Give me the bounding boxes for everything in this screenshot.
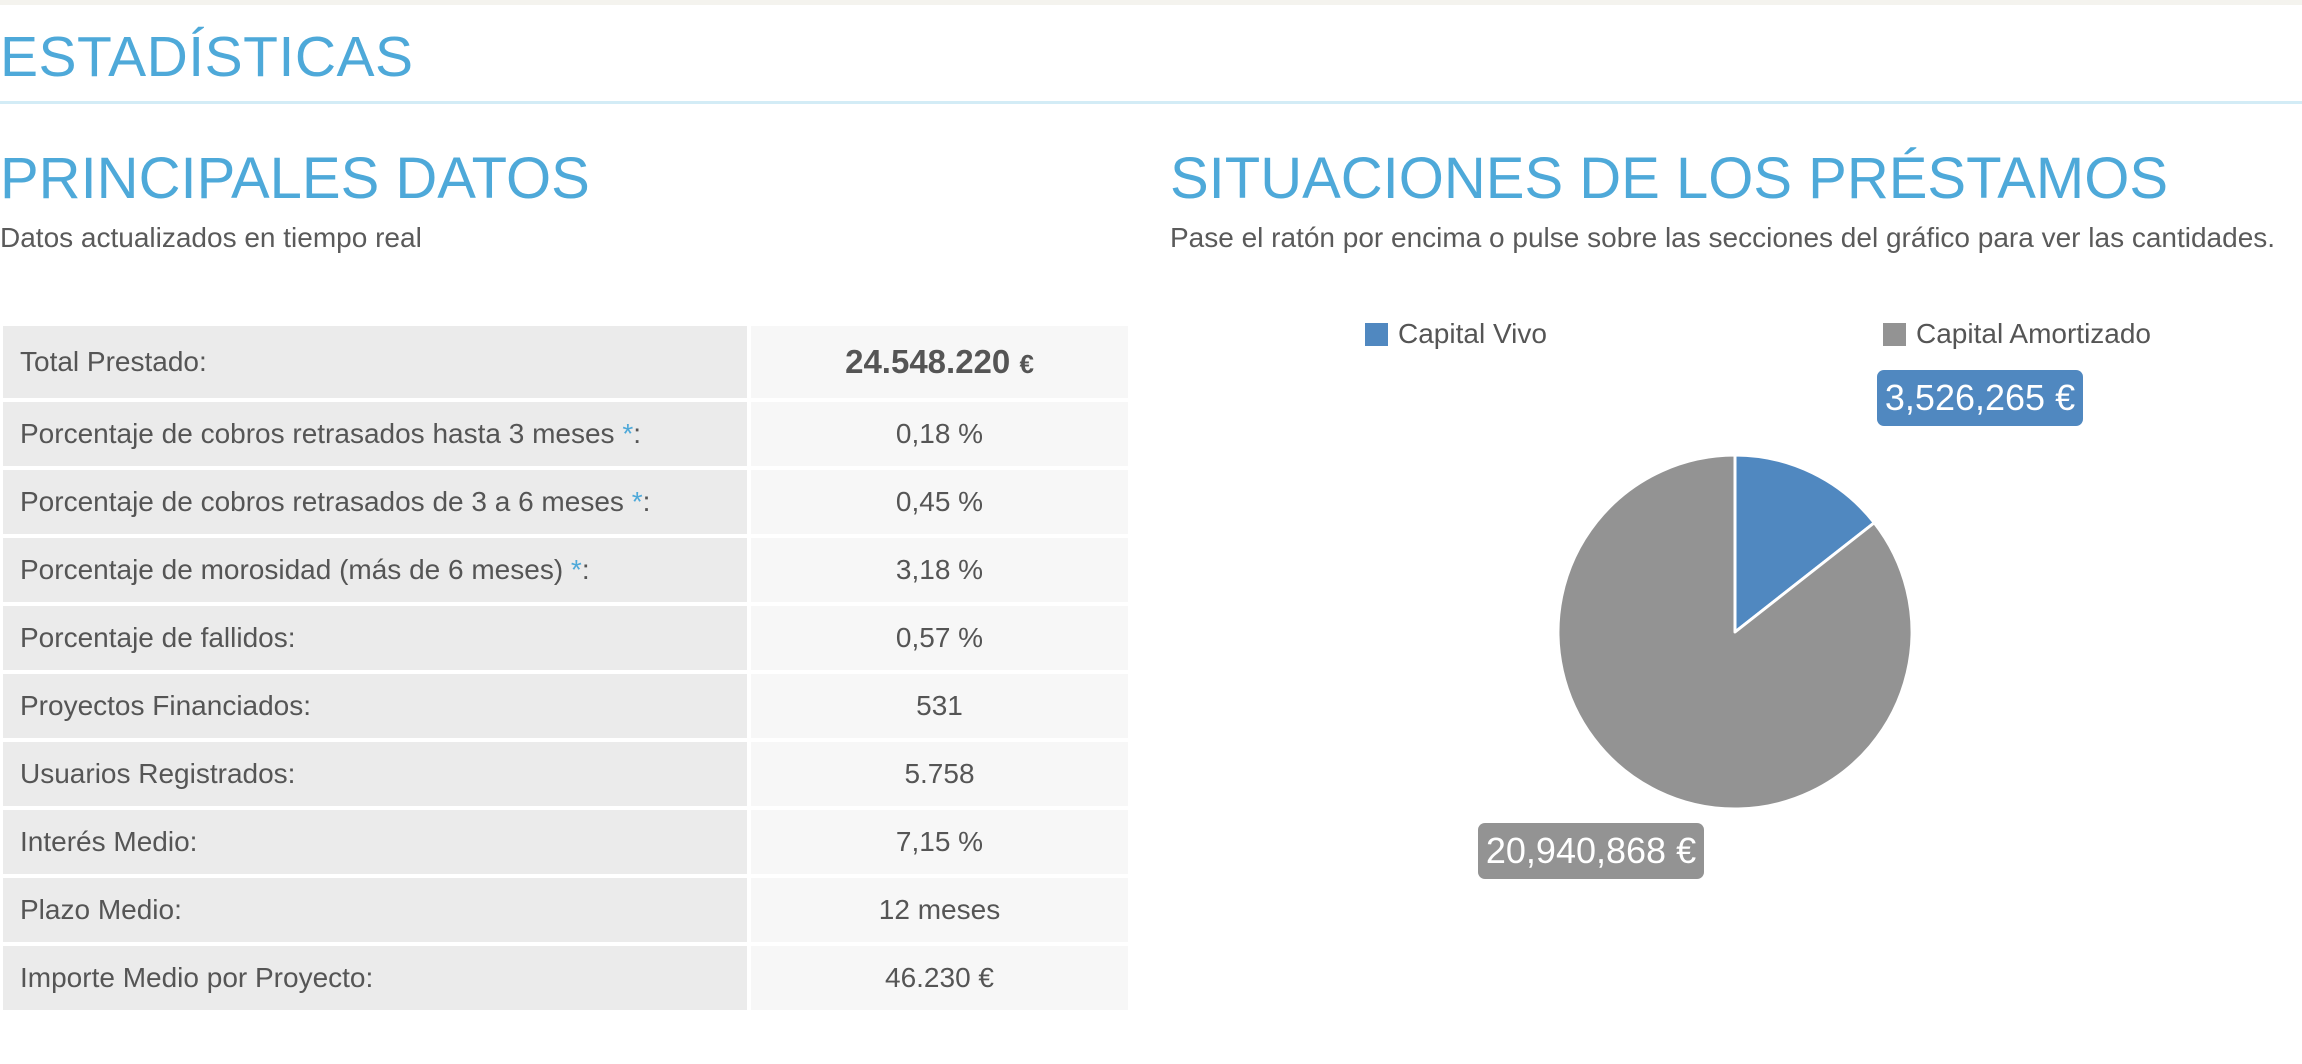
loans-title: SITUACIONES DE LOS PRÉSTAMOS bbox=[1170, 146, 2169, 211]
legend-swatch-capital-amortizado bbox=[1883, 322, 1906, 346]
stats-value: 531 bbox=[751, 674, 1128, 738]
pie-chart-container: Capital Vivo Capital Amortizado 3,526,26… bbox=[1170, 140, 2302, 1064]
stats-label: Interés Medio: bbox=[3, 810, 751, 874]
stats-value: 5.758 bbox=[751, 742, 1128, 806]
data-label-text: 3,526,265 € bbox=[1885, 377, 2075, 418]
stats-label: Porcentaje de cobros retrasados hasta 3 … bbox=[3, 402, 751, 466]
stats-row-retrasados-3-6: Porcentaje de cobros retrasados de 3 a 6… bbox=[3, 470, 1128, 534]
legend-item-capital-amortizado[interactable]: Capital Amortizado bbox=[1883, 318, 2151, 350]
page-title: ESTADÍSTICAS bbox=[0, 25, 414, 89]
top-strip bbox=[0, 0, 2302, 5]
stats-label: Total Prestado: bbox=[3, 326, 751, 398]
main-data-subtitle: Datos actualizados en tiempo real bbox=[0, 222, 422, 253]
stats-row-interes: Interés Medio: 7,15 % bbox=[3, 810, 1128, 874]
stats-value: 0,18 % bbox=[751, 402, 1128, 466]
stats-label: Importe Medio por Proyecto: bbox=[3, 946, 751, 1010]
stats-label: Usuarios Registrados: bbox=[3, 742, 751, 806]
stats-row-usuarios: Usuarios Registrados: 5.758 bbox=[3, 742, 1128, 806]
footnote-asterisk-link[interactable]: * bbox=[570, 554, 582, 585]
stats-value: 7,15 % bbox=[751, 810, 1128, 874]
pie-chart[interactable]: 3,526,265 € 20,940,868 € bbox=[1170, 140, 2302, 1064]
legend-label: Capital Amortizado bbox=[1916, 318, 2152, 349]
label-colon: : bbox=[581, 554, 590, 585]
stats-label: Plazo Medio: bbox=[3, 878, 751, 942]
data-label-background bbox=[1877, 370, 2083, 426]
stats-row-plazo: Plazo Medio: 12 meses bbox=[3, 878, 1128, 942]
loans-subtitle: Pase el ratón por encima o pulse sobre l… bbox=[1170, 222, 2276, 253]
stats-label: Porcentaje de fallidos: bbox=[3, 606, 751, 670]
stats-value: 12 meses bbox=[751, 878, 1128, 942]
stats-label-text: Porcentaje de morosidad (más de 6 meses) bbox=[20, 554, 571, 585]
stats-value: 46.230 € bbox=[751, 946, 1128, 1010]
stats-value: 24.548.220 € bbox=[751, 326, 1128, 398]
legend-item-capital-vivo[interactable]: Capital Vivo bbox=[1365, 318, 1547, 350]
footnote-asterisk-link[interactable]: * bbox=[631, 486, 643, 517]
stats-value: 3,18 % bbox=[751, 538, 1128, 602]
stats-row-proyectos: Proyectos Financiados: 531 bbox=[3, 674, 1128, 738]
chart-legend: Capital Vivo Capital Amortizado bbox=[1170, 318, 2302, 358]
data-label-background bbox=[1478, 823, 1704, 879]
stats-row-total-prestado: Total Prestado: 24.548.220 € bbox=[3, 326, 1128, 398]
stats-label: Proyectos Financiados: bbox=[3, 674, 751, 738]
euro-unit: € bbox=[1019, 349, 1034, 379]
legend-label: Capital Vivo bbox=[1398, 318, 1547, 349]
label-colon: : bbox=[633, 418, 642, 449]
label-colon: : bbox=[642, 486, 651, 517]
pie-data-label-capital-amortizado: 20,940,868 € bbox=[1478, 823, 1704, 879]
stats-label: Porcentaje de morosidad (más de 6 meses)… bbox=[3, 538, 751, 602]
stats-label: Porcentaje de cobros retrasados de 3 a 6… bbox=[3, 470, 751, 534]
stats-table: Total Prestado: 24.548.220 € Porcentaje … bbox=[3, 322, 1128, 1014]
pie-slice-capital-vivo[interactable] bbox=[1733, 453, 1876, 634]
stats-label-text: Porcentaje de cobros retrasados de 3 a 6… bbox=[20, 486, 632, 517]
pie-data-label-capital-vivo: 3,526,265 € bbox=[1877, 370, 2083, 426]
footnote-asterisk-link[interactable]: * bbox=[622, 418, 634, 449]
stats-row-fallidos: Porcentaje de fallidos: 0,57 % bbox=[3, 606, 1128, 670]
data-label-text: 20,940,868 € bbox=[1486, 830, 1696, 871]
stats-row-morosidad: Porcentaje de morosidad (más de 6 meses)… bbox=[3, 538, 1128, 602]
stats-label-text: Porcentaje de cobros retrasados hasta 3 … bbox=[20, 418, 623, 449]
stats-row-importe: Importe Medio por Proyecto: 46.230 € bbox=[3, 946, 1128, 1010]
pie-slice-capital-amortizado[interactable] bbox=[1556, 453, 1914, 811]
main-data-title: PRINCIPALES DATOS bbox=[0, 146, 590, 211]
stats-value: 0,45 % bbox=[751, 470, 1128, 534]
title-divider bbox=[0, 101, 2302, 104]
legend-swatch-capital-vivo bbox=[1365, 322, 1388, 346]
total-value: 24.548.220 bbox=[845, 343, 1011, 380]
stats-row-retrasados-3: Porcentaje de cobros retrasados hasta 3 … bbox=[3, 402, 1128, 466]
main-data-section: PRINCIPALES DATOS Datos actualizados en … bbox=[0, 140, 1130, 1010]
stats-value: 0,57 % bbox=[751, 606, 1128, 670]
loans-section: SITUACIONES DE LOS PRÉSTAMOS Pase el rat… bbox=[1170, 140, 2302, 879]
